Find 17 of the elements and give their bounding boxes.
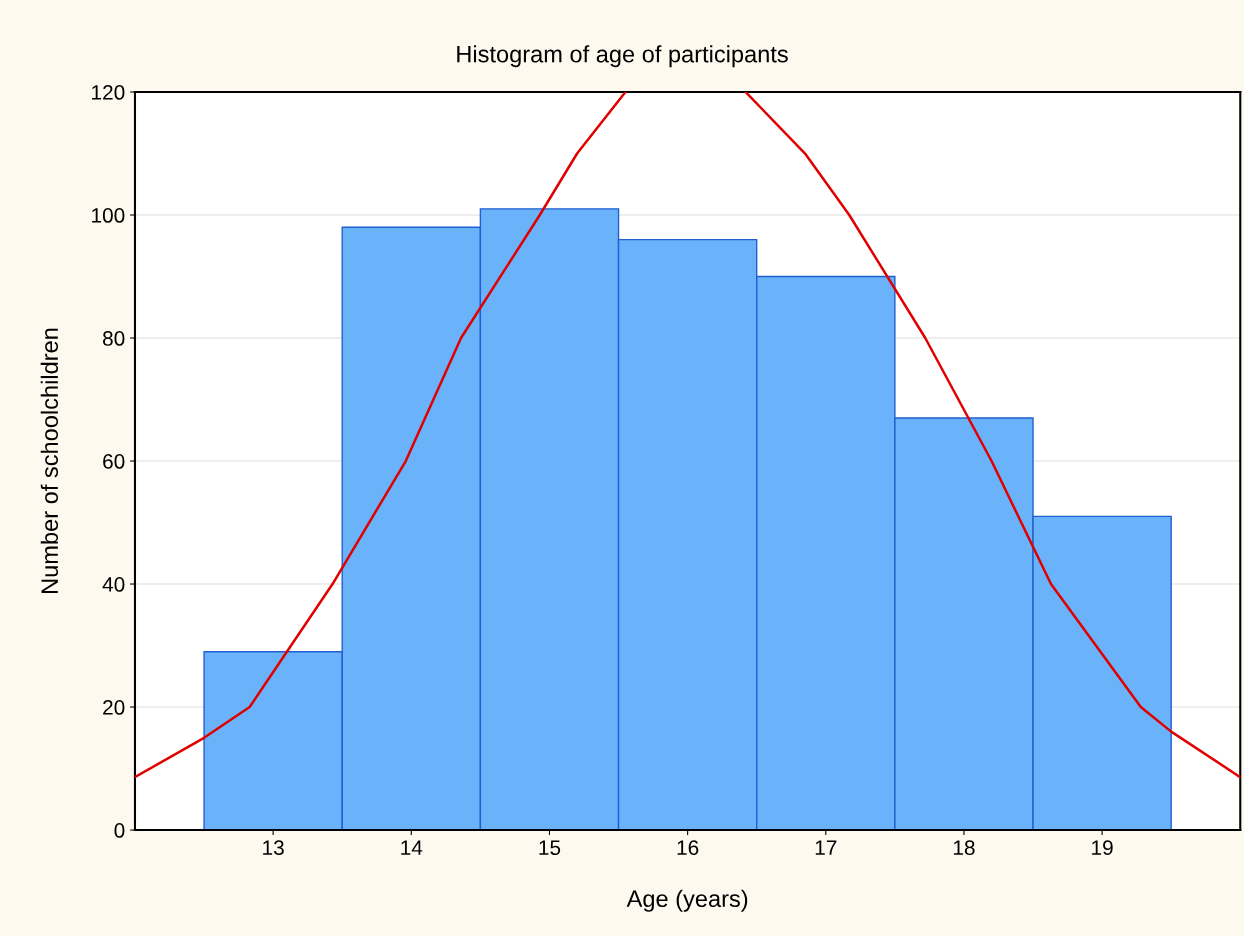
y-tick-label: 120 xyxy=(92,85,125,100)
chart-title: Histogram of age of participants xyxy=(457,45,788,68)
y-tick-label: 0 xyxy=(114,823,125,838)
x-tick-label: 18 xyxy=(953,840,975,856)
x-tick-label: 15 xyxy=(539,840,561,856)
y-tick-label: 20 xyxy=(103,700,125,715)
y-tick-label: 80 xyxy=(102,331,125,346)
x-axis-title: Age (years) xyxy=(626,889,748,912)
x-tick-label: 14 xyxy=(401,840,423,855)
y-tick-label: 100 xyxy=(92,208,125,223)
y-tick-label: 40 xyxy=(102,577,125,592)
y-axis-title: Number of schoolchildren xyxy=(40,328,59,593)
x-tick-label: 16 xyxy=(677,840,699,856)
x-tick-label: 17 xyxy=(815,840,837,855)
x-tick-label: 19 xyxy=(1092,840,1113,856)
y-tick-label: 60 xyxy=(103,454,125,469)
x-tick-label: 13 xyxy=(263,840,284,856)
